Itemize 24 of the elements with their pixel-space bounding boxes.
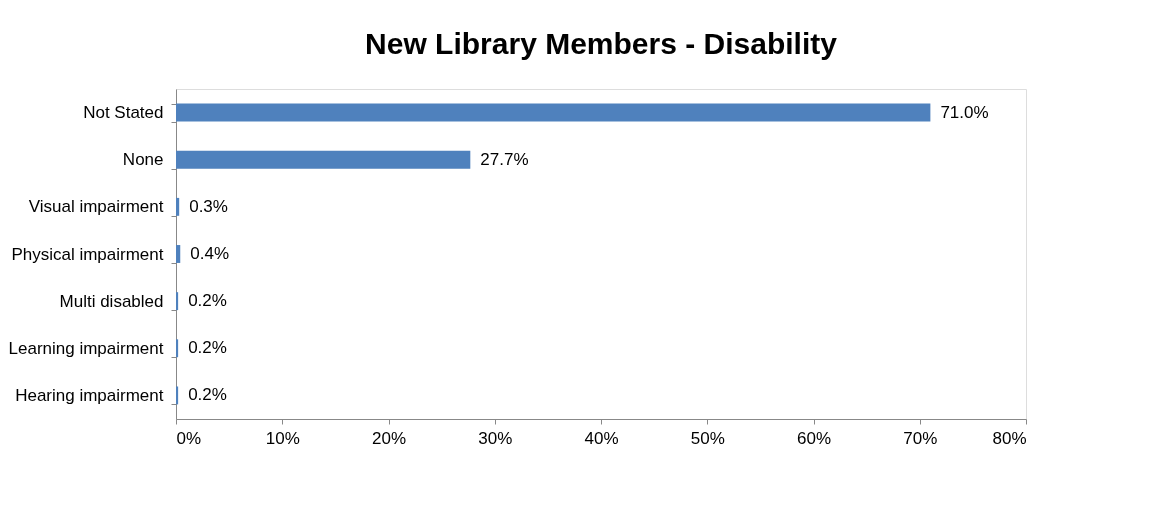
y-tick-label: Visual impairment [28, 197, 164, 217]
y-tick-label: Hearing impairment [15, 385, 164, 405]
chart-title: New Library Members - Disability [365, 27, 838, 60]
x-tick-label: 80% [992, 428, 1027, 448]
x-tick-label: 40% [584, 428, 619, 448]
x-tick-label: 60% [796, 428, 832, 448]
x-tick-label: 20% [371, 428, 407, 448]
data-label: 0.2% [188, 291, 227, 311]
y-tick-label: Learning impairment [8, 338, 164, 358]
data-label: 0.2% [188, 338, 227, 358]
data-label: 27.7% [480, 149, 529, 169]
x-tick-label: 0% [176, 428, 202, 448]
y-tick-label: Not Stated [83, 103, 164, 123]
data-label: 71.0% [940, 102, 989, 122]
x-tick-label: 70% [903, 428, 938, 448]
x-tick-label: 10% [265, 428, 300, 448]
y-tick-label: None [122, 150, 164, 170]
data-label: 0.3% [189, 196, 228, 216]
data-label: 0.2% [188, 385, 227, 405]
y-tick-label: Physical impairment [11, 244, 164, 264]
y-tick-label: Multi disabled [59, 291, 164, 311]
data-label: 0.4% [190, 244, 229, 263]
x-tick-label: 50% [690, 428, 725, 448]
x-tick-label: 30% [478, 428, 513, 448]
